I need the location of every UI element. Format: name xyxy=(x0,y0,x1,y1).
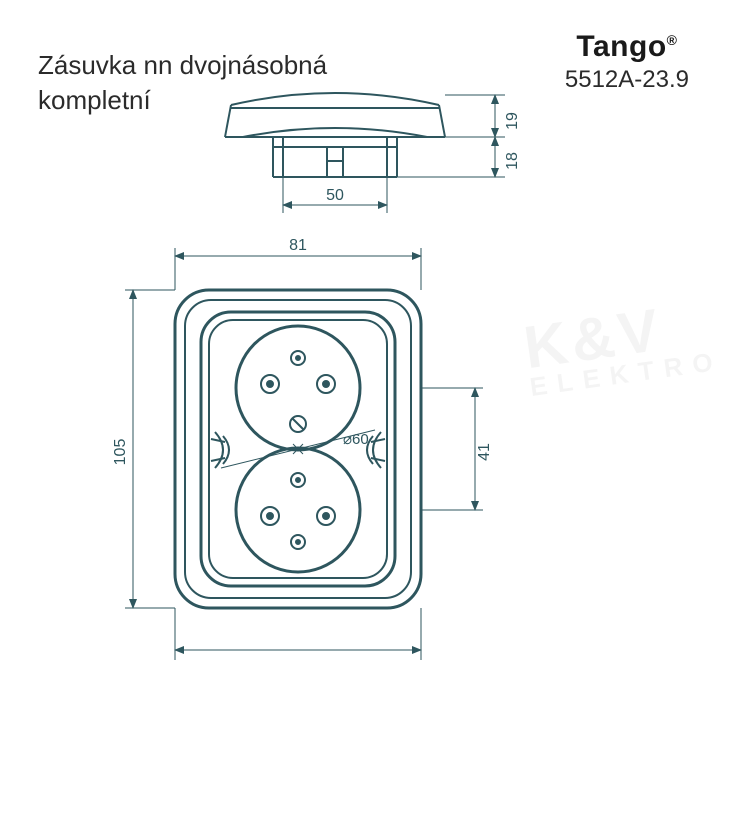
dim-41: 41 xyxy=(476,443,493,461)
dim-diameter: ⌀60 xyxy=(343,431,369,448)
brand-name: Tango® xyxy=(565,30,689,64)
technical-drawing: 19 18 50 xyxy=(0,0,749,814)
front-view: ⌀60 81 105 41 xyxy=(112,237,493,660)
dim-50: 50 xyxy=(326,187,344,204)
model-number: 5512A-23.9 xyxy=(565,66,689,94)
dim-19: 19 xyxy=(504,112,521,130)
dim-18: 18 xyxy=(504,152,521,170)
dim-81: 81 xyxy=(289,237,307,254)
title-block: Zásuvka nn dvojnásobná kompletní xyxy=(38,48,327,118)
title-line2: kompletní xyxy=(38,85,151,115)
socket-lower xyxy=(236,448,360,572)
reg-mark: ® xyxy=(667,32,678,48)
socket-upper xyxy=(236,326,360,450)
dim-105: 105 xyxy=(112,439,129,466)
brand-block: Tango® 5512A-23.9 xyxy=(565,30,689,94)
brand-text: Tango xyxy=(576,30,666,63)
title-line1: Zásuvka nn dvojnásobná xyxy=(38,50,327,80)
